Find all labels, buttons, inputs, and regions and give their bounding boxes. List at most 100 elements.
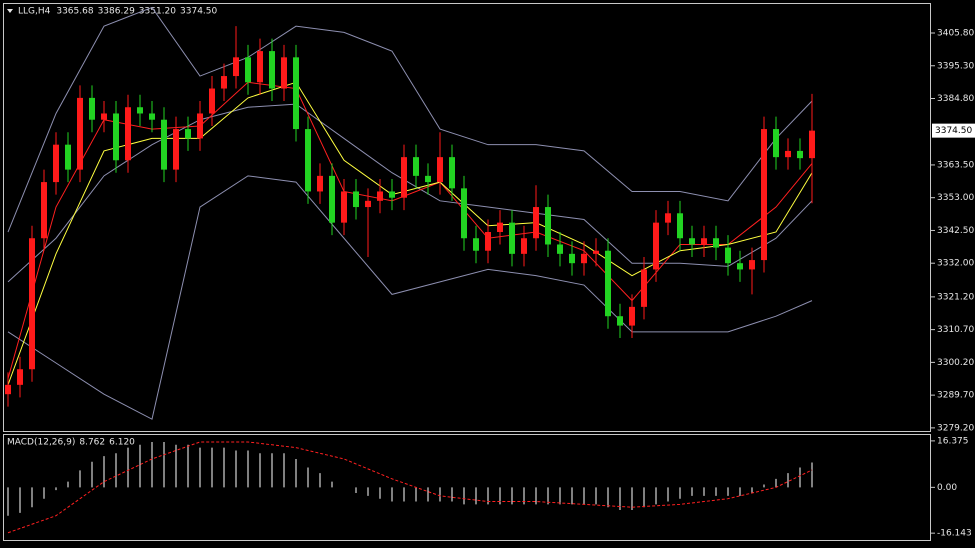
candle-body — [41, 182, 47, 239]
candle-body — [521, 238, 527, 254]
indicator-line — [7, 81, 813, 379]
candle-body — [509, 222, 515, 254]
candle-body — [233, 57, 239, 77]
candle-body — [137, 107, 143, 114]
candle-body — [305, 129, 311, 192]
candle-body — [701, 238, 707, 245]
candle-body — [269, 51, 275, 89]
y-tick-label: 3332.00 — [937, 259, 974, 269]
candle-body — [629, 306, 635, 326]
quote-value: 3374.50 — [180, 7, 217, 17]
candle-body — [473, 238, 479, 251]
candle-body — [293, 57, 299, 130]
candle-body — [725, 247, 731, 264]
candle-body — [53, 144, 59, 183]
y-tick-label: 3405.80 — [937, 29, 974, 39]
candle-body — [689, 238, 695, 245]
candle-body — [593, 250, 599, 254]
candle-body — [581, 253, 587, 264]
candle-body — [257, 51, 263, 83]
candle-body — [389, 191, 395, 198]
candle-body — [677, 213, 683, 239]
candle-body — [245, 57, 251, 83]
candle-body — [401, 157, 407, 198]
candle-body — [557, 244, 563, 254]
candle-body — [461, 188, 467, 239]
candle-body — [533, 207, 539, 239]
candle-body — [29, 238, 35, 370]
candle-body — [17, 369, 23, 385]
candle-body — [377, 191, 383, 201]
candle-body — [353, 191, 359, 208]
candle-body — [569, 253, 575, 264]
current-price-label: 3374.50 — [935, 126, 972, 136]
indicator-value: 6.120 — [109, 438, 135, 448]
candle-body — [197, 113, 203, 139]
y-tick-label: 3321.20 — [937, 292, 974, 302]
candle-body — [497, 222, 503, 233]
candle-body — [365, 200, 371, 208]
y-tick-label: -16.143 — [937, 529, 972, 539]
signal-line — [7, 441, 813, 534]
quote-value: 3351.20 — [139, 7, 176, 17]
candle-body — [149, 113, 155, 120]
candle-body — [425, 175, 431, 183]
indicator-line — [7, 6, 813, 233]
y-tick-label: 16.375 — [937, 436, 969, 446]
indicator-value: 8.762 — [79, 438, 105, 448]
y-tick-label: 3310.70 — [937, 325, 974, 335]
candle-body — [185, 129, 191, 139]
candle-body — [605, 250, 611, 317]
candle-body — [665, 213, 671, 223]
candle-body — [221, 76, 227, 89]
candle-body — [77, 97, 83, 170]
quote-value: 3386.29 — [98, 7, 135, 17]
candle-body — [113, 113, 119, 161]
candle-body — [125, 107, 131, 161]
candle-body — [545, 207, 551, 245]
indicator-line — [7, 175, 813, 420]
indicator-title: MACD(12,26,9) — [7, 438, 75, 448]
candle-body — [653, 222, 659, 270]
candle-body — [5, 384, 11, 395]
menu-arrow[interactable] — [7, 9, 13, 13]
candle-body — [617, 316, 623, 326]
y-tick-label: 3395.30 — [937, 61, 974, 71]
candle-body — [341, 191, 347, 223]
y-tick-label: 3289.70 — [937, 391, 974, 401]
candle-body — [173, 129, 179, 170]
y-tick-label: 0.00 — [937, 483, 957, 493]
y-tick-label: 3300.20 — [937, 358, 974, 368]
quote-value: 3365.68 — [56, 7, 93, 17]
y-tick-label: 3353.00 — [937, 193, 974, 203]
candle-body — [797, 150, 803, 159]
symbol-title: LLG,H4 — [18, 7, 51, 17]
candle-body — [437, 157, 443, 183]
candle-body — [713, 238, 719, 248]
indicator-line — [7, 81, 813, 386]
macd-panel-frame — [3, 434, 931, 541]
candle-body — [761, 129, 767, 261]
candle-body — [773, 129, 779, 158]
candle-body — [749, 260, 755, 270]
y-tick-label: 3279.20 — [937, 423, 974, 433]
y-tick-label: 3384.80 — [937, 94, 974, 104]
candle-body — [101, 113, 107, 120]
current-price-box — [932, 123, 975, 138]
candle-body — [737, 263, 743, 270]
candle-body — [413, 157, 419, 176]
candle-body — [785, 150, 791, 158]
candle-body — [161, 119, 167, 170]
y-tick-label: 3363.50 — [937, 160, 974, 170]
candle-body — [281, 57, 287, 89]
candle-body — [449, 157, 455, 189]
candle-body — [317, 175, 323, 192]
candle-body — [65, 144, 71, 170]
y-tick-label: 3342.50 — [937, 226, 974, 236]
candle-body — [641, 269, 647, 307]
candle-body — [89, 97, 95, 120]
candle-body — [209, 88, 215, 114]
candle-body — [485, 232, 491, 251]
